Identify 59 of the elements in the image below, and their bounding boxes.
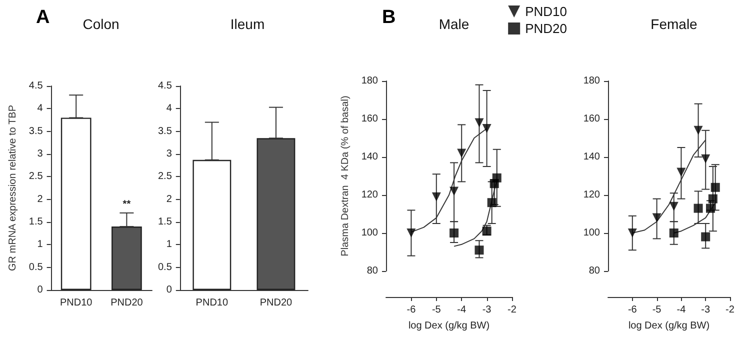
y-tick-label: 180 [583,76,600,86]
y-tick-label: 180 [361,76,378,86]
x-tick-label: -2 [508,304,517,316]
y-tick-label: 2.5 [158,171,172,182]
x-tick-label: -5 [432,304,442,316]
y-tick-label: 140 [583,152,600,162]
x-tick-label: -3 [701,304,710,316]
x-axis-title: log Dex (g/kg BW) [628,320,710,332]
x-tick-label: PND20 [260,298,293,308]
y-tick-label: 120 [361,190,378,200]
y-tick-label: 4 [166,103,172,114]
y-tick-label: 1.5 [28,216,44,228]
x-axis-title: log Dex (g/kg BW) [408,320,490,332]
x-tick-label: -6 [406,304,416,316]
chart-title: Colon [82,16,120,32]
y-tick-label: 80 [588,266,600,276]
chart-title: Female [650,16,698,32]
x-tick-label: -6 [628,304,638,316]
y-tick-label: 2 [37,194,44,205]
y-axis-title: Plasma Dextran 4 KDa (% of basal) [340,96,351,256]
y-tick-label: 3.5 [158,126,172,137]
x-tick-label: -2 [726,304,735,316]
legend-label: PND20 [525,21,568,36]
x-tick-label: -5 [652,304,662,316]
y-tick-label: 100 [583,228,600,238]
y-tick-label: 160 [361,114,378,124]
y-tick-label: 0 [166,284,172,296]
y-tick-label: 100 [361,228,378,238]
y-tick-label: 160 [583,114,600,124]
y-tick-label: 2 [166,194,172,205]
text: A [36,7,50,28]
y-tick-label: 0 [37,284,44,296]
x-tick-label: PND10 [196,298,228,308]
y-tick-label: 120 [583,190,600,200]
annotation: ** [122,199,131,210]
y-tick-label: 1.5 [158,216,172,228]
x-tick-label: -3 [482,304,492,316]
y-tick-label: 2.5 [28,171,44,182]
y-tick-label: 0.5 [158,262,172,273]
chart-title: Male [438,16,470,32]
y-tick-label: 3.5 [28,126,44,137]
x-tick-label: -4 [457,304,466,316]
y-tick-label: 4.5 [158,80,172,92]
y-tick-label: 140 [361,152,378,162]
y-tick-label: 3 [37,148,44,160]
x-tick-label: PND10 [60,298,93,308]
y-tick-label: 1 [166,239,172,250]
x-tick-label: PND20 [110,298,144,308]
y-axis-title: GR mRNA expression relative to TBP [8,104,18,271]
text: B [382,7,396,28]
x-tick-label: -4 [676,304,686,316]
chart-title: Ileum [230,16,265,32]
y-tick-label: 4 [37,103,44,114]
y-tick-label: 0.5 [28,262,44,273]
y-tick-label: 3 [166,148,172,160]
y-tick-label: 80 [366,266,378,276]
y-tick-label: 1 [37,239,44,250]
legend-label: PND10 [525,4,568,19]
y-tick-label: 4.5 [28,80,44,92]
